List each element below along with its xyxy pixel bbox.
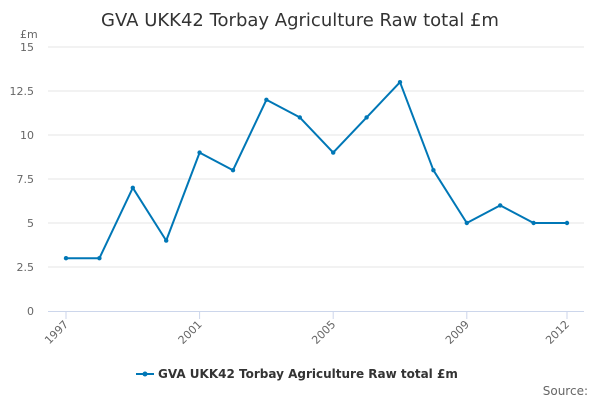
y-tick-label: 10 [20,129,34,142]
grid-lines [48,46,584,268]
y-axis-unit: £m [20,28,38,41]
legend-label[interactable]: GVA UKK42 Torbay Agriculture Raw total £… [158,367,458,381]
x-tick-label: 2001 [176,318,205,347]
data-point[interactable] [464,220,469,226]
legend[interactable]: GVA UKK42 Torbay Agriculture Raw total £… [136,367,458,381]
data-point[interactable] [331,150,336,155]
x-tick-label: 1997 [42,318,71,347]
x-tick-label: 2012 [543,318,572,347]
source-credit: Source: [543,384,588,398]
y-tick-label: 15 [20,41,34,54]
x-tick-label: 2009 [443,318,472,347]
chart-title: GVA UKK42 Torbay Agriculture Raw total £… [101,10,499,31]
data-point[interactable] [164,238,169,243]
x-tick-label: 2005 [309,318,338,347]
y-tick-label: 7.5 [17,173,35,186]
data-point[interactable] [397,80,403,85]
data-point[interactable] [63,256,69,261]
x-axis: 1997 2001 2005 2009 2012 [42,311,584,347]
y-tick-label: 5 [27,217,34,230]
data-point[interactable] [498,203,503,208]
legend-marker [142,371,148,377]
y-tick-label: 2.5 [17,261,35,274]
data-point[interactable] [230,168,236,173]
data-point[interactable] [130,185,135,190]
y-axis-ticks: 0 2.5 5 7.5 10 12.5 15 [10,41,35,318]
data-point[interactable] [431,168,436,173]
data-point[interactable] [364,115,369,120]
data-point[interactable] [531,220,536,226]
data-point[interactable] [97,256,102,261]
data-point[interactable] [264,97,269,103]
data-point[interactable] [564,220,570,226]
y-tick-label: 0 [27,305,34,318]
series-group [63,80,570,261]
data-point[interactable] [297,115,302,120]
series-line [65,81,568,260]
data-point[interactable] [197,150,202,155]
y-tick-label: 12.5 [10,85,35,98]
